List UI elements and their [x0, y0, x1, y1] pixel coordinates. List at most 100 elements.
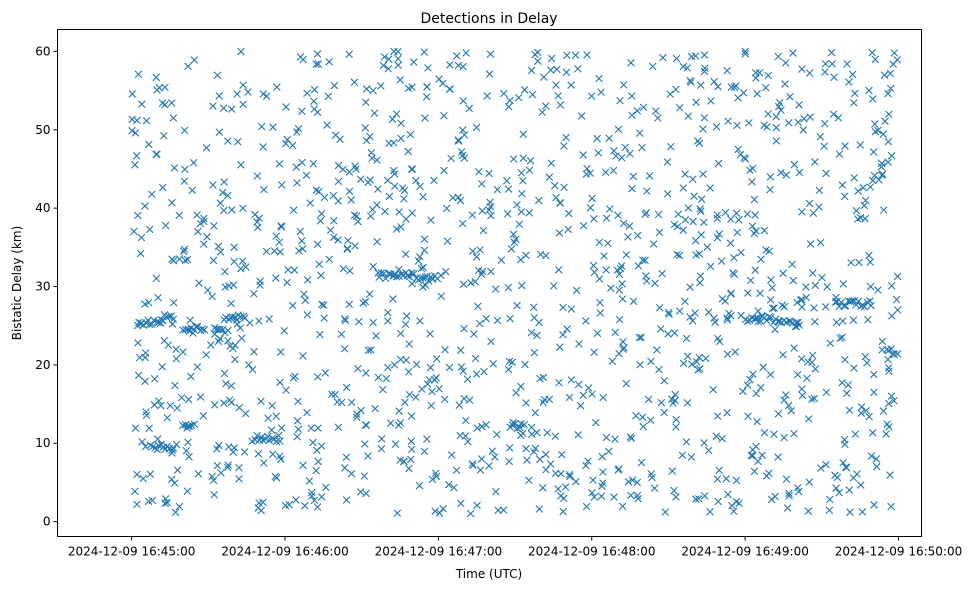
data-point	[347, 469, 356, 478]
data-point	[870, 388, 878, 397]
data-point	[341, 316, 350, 325]
data-point	[542, 465, 550, 474]
data-point	[586, 203, 595, 212]
data-point	[233, 320, 242, 328]
data-point	[681, 216, 690, 224]
data-point	[474, 302, 482, 311]
data-point	[193, 211, 201, 219]
data-point	[473, 424, 482, 432]
data-point	[412, 176, 420, 185]
data-point	[307, 488, 316, 497]
data-point	[157, 401, 165, 410]
data-point	[257, 506, 265, 515]
data-point	[153, 86, 161, 94]
data-point	[471, 354, 480, 363]
data-point	[586, 169, 595, 178]
data-point	[362, 136, 371, 145]
data-point	[713, 233, 722, 242]
data-point	[262, 247, 271, 256]
data-point	[637, 333, 645, 342]
data-point	[528, 430, 536, 439]
data-point	[862, 406, 870, 415]
data-point	[809, 209, 818, 217]
data-point	[590, 215, 598, 223]
data-point	[507, 245, 516, 253]
data-point	[138, 100, 146, 109]
data-point	[220, 369, 229, 378]
data-point	[310, 85, 319, 94]
data-point	[390, 182, 399, 191]
data-point	[744, 412, 752, 421]
data-point	[884, 364, 893, 372]
data-point	[166, 401, 175, 410]
data-point	[175, 502, 184, 511]
data-point	[317, 493, 326, 501]
data-point	[192, 323, 200, 331]
data-point	[135, 353, 144, 362]
data-point	[408, 280, 416, 288]
data-point	[133, 500, 141, 509]
data-point	[694, 365, 702, 374]
data-point	[696, 81, 705, 90]
data-point	[257, 122, 266, 131]
data-point	[367, 148, 376, 157]
data-point	[868, 428, 877, 437]
data-point	[509, 155, 518, 163]
data-point	[820, 119, 829, 128]
data-point	[272, 412, 280, 420]
data-point	[823, 283, 831, 291]
data-point	[295, 247, 303, 255]
data-point	[324, 92, 333, 101]
data-point	[180, 247, 188, 256]
data-point	[141, 442, 150, 451]
data-point	[848, 70, 857, 79]
data-point	[633, 478, 642, 487]
data-point	[679, 226, 688, 234]
data-point	[435, 509, 444, 517]
data-point	[296, 227, 305, 236]
data-point	[618, 280, 626, 288]
data-point	[529, 303, 538, 312]
data-point	[887, 151, 896, 160]
data-point	[605, 205, 614, 213]
data-point	[780, 396, 788, 404]
data-point	[244, 88, 252, 96]
data-point	[289, 206, 298, 214]
data-point	[564, 209, 573, 218]
data-point	[134, 339, 142, 347]
data-point	[439, 504, 447, 513]
data-point	[700, 113, 709, 122]
data-point	[871, 127, 880, 136]
data-point	[356, 175, 365, 183]
data-point	[460, 394, 468, 403]
data-point	[370, 109, 379, 117]
data-point	[526, 157, 535, 165]
data-point	[657, 325, 665, 333]
data-point	[668, 395, 676, 404]
data-point	[642, 277, 651, 285]
data-point	[522, 444, 530, 453]
data-point	[771, 325, 779, 334]
data-point	[350, 211, 359, 220]
data-point	[632, 412, 640, 420]
data-point	[432, 373, 440, 382]
data-point	[594, 149, 603, 157]
data-point	[428, 387, 436, 396]
data-point	[227, 299, 235, 308]
data-point	[756, 289, 764, 298]
data-point	[394, 47, 402, 56]
data-point	[634, 262, 643, 270]
data-point	[602, 433, 611, 442]
data-point	[319, 301, 328, 309]
data-point	[871, 120, 879, 128]
data-point	[431, 507, 439, 515]
data-point	[345, 187, 354, 196]
data-point	[612, 152, 620, 160]
data-point	[637, 458, 646, 467]
data-point	[804, 507, 813, 515]
data-point	[145, 424, 153, 433]
data-point	[203, 233, 211, 241]
data-point	[732, 209, 741, 218]
data-point	[525, 166, 534, 175]
data-point	[303, 311, 312, 319]
